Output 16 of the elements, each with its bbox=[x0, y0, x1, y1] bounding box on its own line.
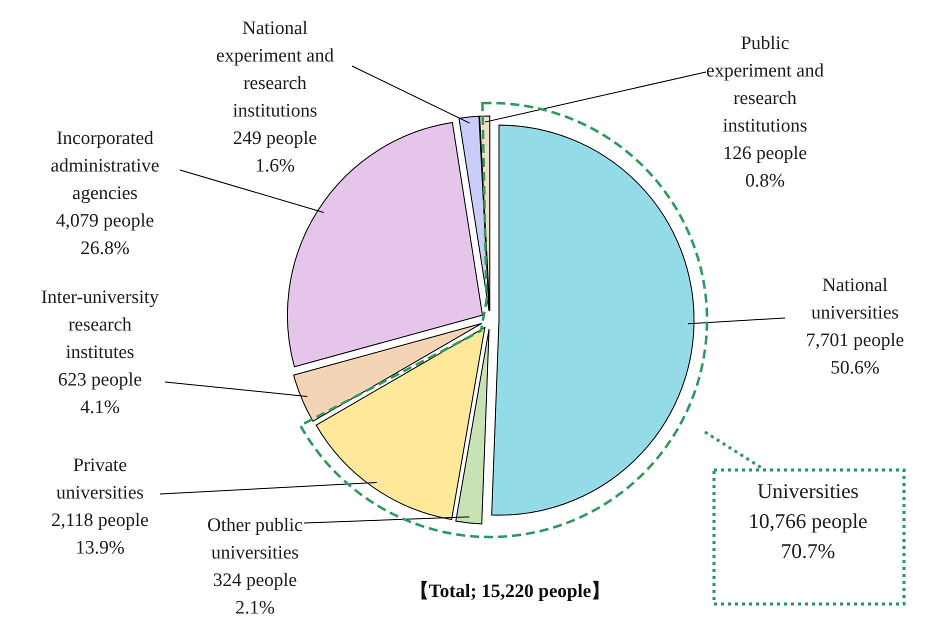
slice-label: Incorporated administrative agencies bbox=[50, 128, 160, 204]
slice-label: National universities bbox=[811, 275, 899, 324]
slice-label: Inter-university research institutes bbox=[41, 287, 160, 363]
slice-label: Private universities bbox=[56, 455, 144, 504]
data-label: 4,079 people 26.8% bbox=[56, 210, 154, 259]
slice-label: National experiment and research institutions bbox=[216, 18, 334, 122]
slice-label: Other public universities bbox=[207, 515, 303, 564]
data-label: 249 people 1.6% bbox=[233, 128, 317, 176]
data-label: 126 people 0.8% bbox=[723, 143, 807, 192]
slice-label: Public experiment and research institutions bbox=[706, 33, 824, 136]
data-label: 623 people 4.1% bbox=[58, 370, 142, 418]
data-label: 324 people 2.1% bbox=[213, 570, 297, 618]
data-label: 7,701 people 50.6% bbox=[806, 330, 904, 378]
data-label: 2,118 people 13.9% bbox=[51, 510, 149, 558]
text: 【Total; 15,220 people】 bbox=[410, 580, 610, 602]
text: Universities 10,766 people 70.7% bbox=[748, 479, 868, 563]
